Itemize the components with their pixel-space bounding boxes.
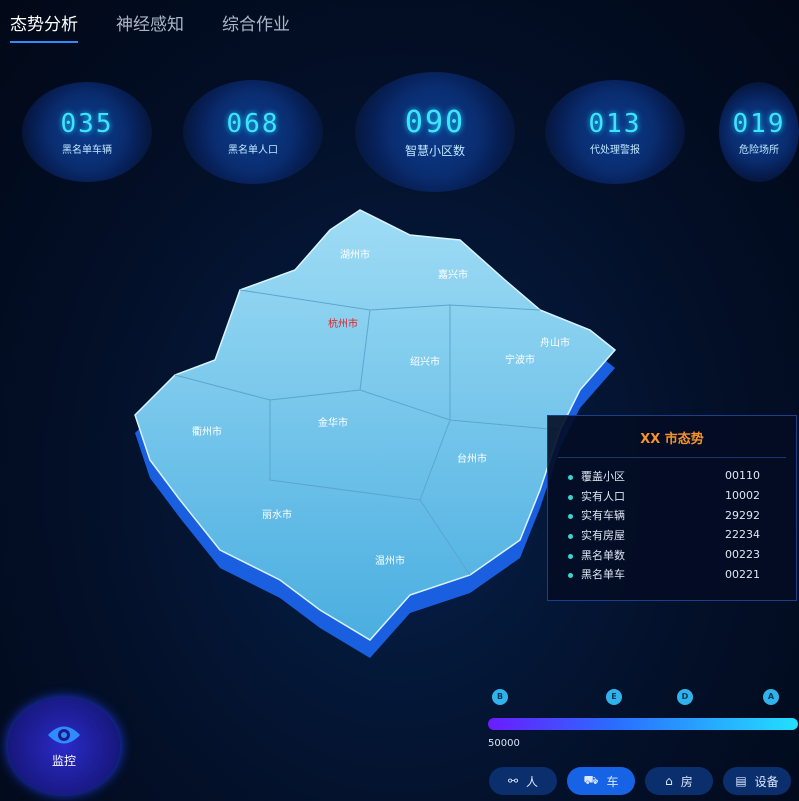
device-button[interactable]: ▤ 设备 bbox=[723, 767, 791, 795]
stat-value: 013 bbox=[588, 108, 642, 139]
city-situation-panel: XX 市态势 覆盖小区 00110 实有人口 10002 实有车辆 29292 实有房… bbox=[547, 415, 797, 601]
province-map[interactable]: 湖州市 嘉兴市 杭州市 舟山市 绍兴市 宁波市 衢州市 金华市 台州市 丽水市 … bbox=[120, 200, 630, 670]
panel-row: 实有房屋 22234 bbox=[548, 525, 796, 545]
stat-label: 代处理警报 bbox=[590, 144, 640, 156]
tab-situation-analysis[interactable]: 态势分析 bbox=[10, 10, 78, 43]
tab-integrated-operation[interactable]: 综合作业 bbox=[222, 15, 290, 35]
stat-blacklist-population: 068 黑名单人口 bbox=[183, 80, 323, 184]
map-label-hangzhou[interactable]: 杭州市 bbox=[328, 317, 358, 330]
top-tabs: 态势分析 神经感知 综合作业 bbox=[10, 10, 290, 43]
person-icon: ⚯ bbox=[507, 774, 519, 788]
map-label-zhoushan[interactable]: 舟山市 bbox=[540, 336, 570, 349]
monitor-button[interactable]: 监控 bbox=[8, 698, 120, 794]
map-label-lishui[interactable]: 丽水市 bbox=[262, 508, 292, 521]
stat-label: 智慧小区数 bbox=[404, 144, 465, 158]
stat-blacklist-vehicles: 035 黑名单车辆 bbox=[22, 82, 152, 182]
eye-icon bbox=[48, 726, 80, 743]
panel-title: XX 市态势 bbox=[558, 416, 786, 458]
panel-row: 实有车辆 29292 bbox=[548, 505, 796, 525]
timeline-marker-a[interactable]: A bbox=[763, 689, 779, 707]
category-buttons: ⚯ 人 ⛟ 车 ⌂ 房 ▤ 设备 bbox=[489, 767, 791, 795]
tab-neural-perception[interactable]: 神经感知 bbox=[116, 15, 184, 35]
stat-value: 035 bbox=[60, 108, 114, 139]
map-label-jinhua[interactable]: 金华市 bbox=[318, 416, 348, 429]
map-label-ningbo[interactable]: 宁波市 bbox=[505, 353, 535, 366]
stat-pending-alerts: 013 代处理警报 bbox=[545, 80, 685, 184]
panel-row: 黑名单车 00221 bbox=[548, 564, 796, 584]
map-label-jiaxing[interactable]: 嘉兴市 bbox=[438, 268, 468, 281]
panel-row: 实有人口 10002 bbox=[548, 486, 796, 506]
monitor-label: 监控 bbox=[51, 753, 76, 768]
car-icon: ⛟ bbox=[583, 773, 599, 787]
house-icon: ⌂ bbox=[665, 774, 673, 788]
map-label-quzhou[interactable]: 衢州市 bbox=[192, 425, 222, 438]
stat-label: 黑名单车辆 bbox=[62, 144, 112, 156]
panel-row: 黑名单数 00223 bbox=[548, 545, 796, 565]
timeline-bar[interactable] bbox=[488, 718, 798, 730]
stat-value: 019 bbox=[732, 108, 786, 139]
map-label-huzhou[interactable]: 湖州市 bbox=[340, 248, 370, 261]
timeline-marker-b[interactable]: B bbox=[492, 689, 508, 707]
stat-value: 068 bbox=[226, 108, 280, 139]
car-button[interactable]: ⛟ 车 bbox=[567, 767, 635, 795]
stat-dangerous-places: 019 危险场所 bbox=[719, 82, 799, 182]
stat-label: 危险场所 bbox=[739, 144, 779, 156]
stat-label: 黑名单人口 bbox=[228, 144, 278, 156]
device-icon: ▤ bbox=[735, 774, 747, 788]
stat-value: 090 bbox=[404, 105, 466, 140]
house-button[interactable]: ⌂ 房 bbox=[645, 767, 713, 795]
map-label-taizhou[interactable]: 台州市 bbox=[457, 452, 487, 465]
panel-row: 覆盖小区 00110 bbox=[548, 466, 796, 486]
map-label-wenzhou[interactable]: 温州市 bbox=[375, 554, 405, 567]
timeline-value: 50000 bbox=[488, 738, 520, 749]
map-label-shaoxing[interactable]: 绍兴市 bbox=[410, 355, 440, 368]
person-button[interactable]: ⚯ 人 bbox=[489, 767, 557, 795]
stat-smart-communities: 090 智慧小区数 bbox=[355, 72, 515, 192]
timeline-marker-e[interactable]: E bbox=[606, 689, 622, 707]
timeline-marker-d[interactable]: D bbox=[677, 689, 693, 707]
